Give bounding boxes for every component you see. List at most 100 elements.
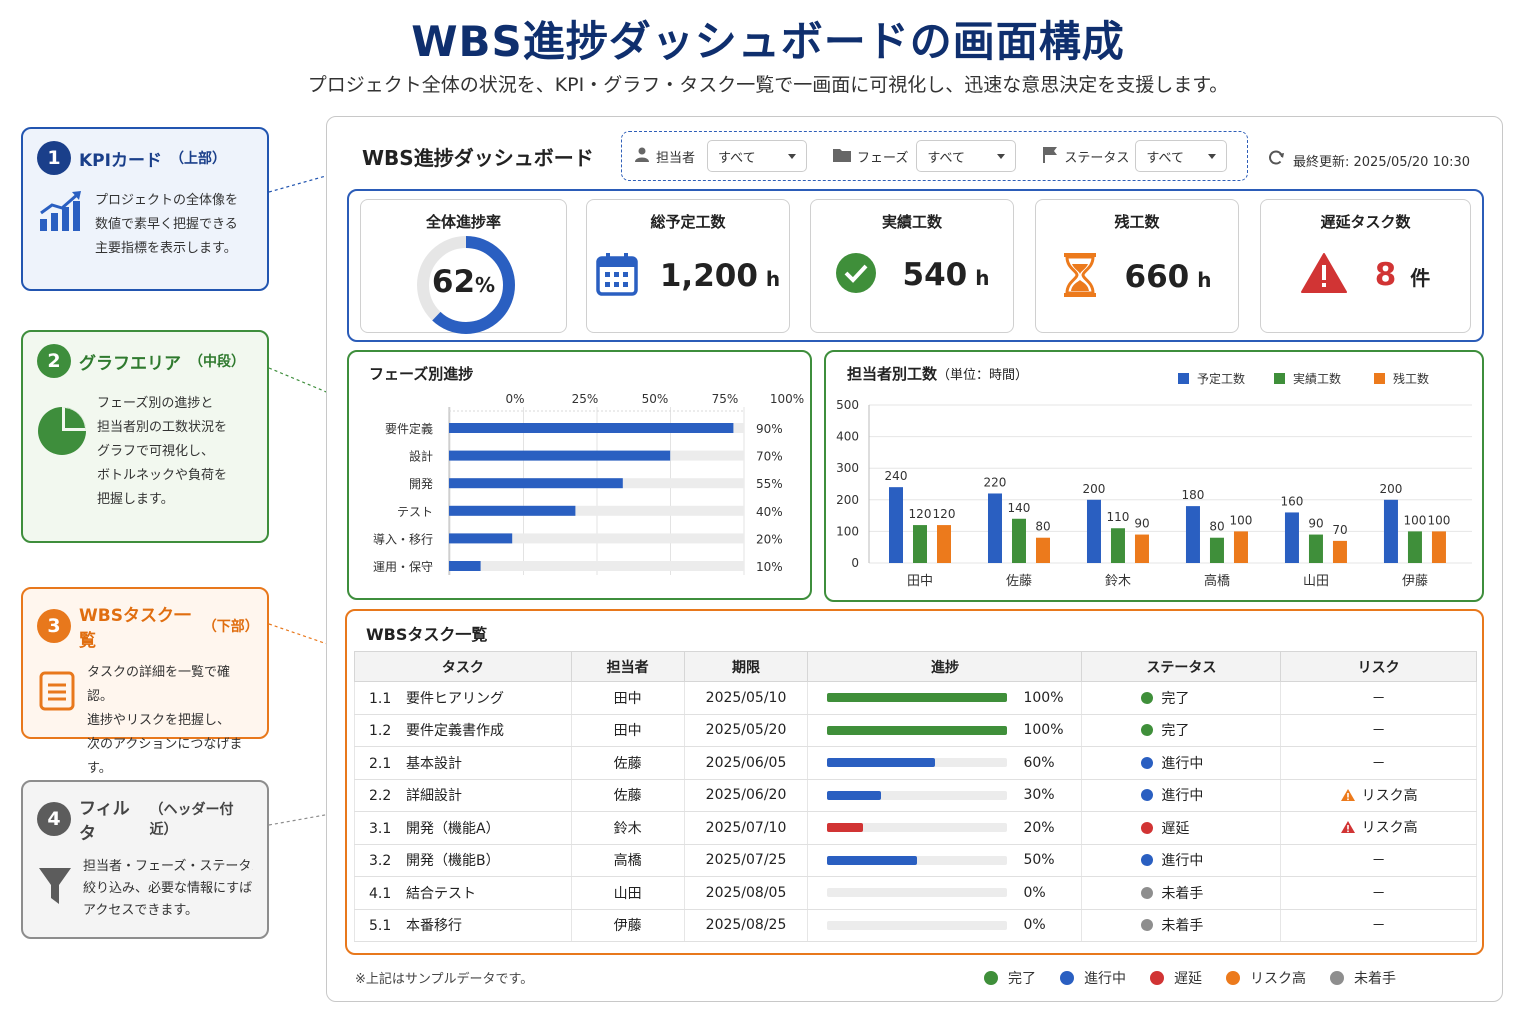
progress-bar <box>827 888 1008 898</box>
data-label: 240 <box>885 469 908 483</box>
progress-bar <box>827 693 1008 703</box>
bar <box>1110 528 1125 563</box>
legend-label: 遅延 <box>1174 971 1202 987</box>
page-subtitle: プロジェクト全体の状況を、KPI・グラフ・タスク一覧で一画面に可視化し、迅速な意… <box>307 74 1229 96</box>
legend-dot <box>1226 971 1240 985</box>
data-label: 90 <box>1134 517 1149 531</box>
bar <box>1134 534 1149 563</box>
phase-progress-title: フェーズ別進捗 <box>369 365 474 383</box>
y-tick-label: 100 <box>836 524 859 538</box>
owner-select[interactable]: すべて <box>707 140 808 172</box>
status-select[interactable]: すべて <box>1135 140 1228 172</box>
task-cell: 3.1 開発（機能A） <box>354 811 572 845</box>
task-list-panel <box>345 609 1484 955</box>
data-label: 100 <box>1404 513 1427 527</box>
filter-label: フェーズ <box>857 150 909 166</box>
status-dot <box>1141 724 1154 737</box>
category-label: 伊藤 <box>1402 574 1428 589</box>
owner-cell: 伊藤 <box>570 908 685 942</box>
task-number: 5.1 <box>369 918 392 935</box>
legend-label: 完了 <box>1008 971 1036 987</box>
legend-swatch <box>1178 373 1189 384</box>
category-label: テスト <box>397 505 433 519</box>
due-date-cell: 2025/05/20 <box>683 713 809 747</box>
legend-item: 未着手 <box>1330 968 1396 988</box>
bar-track <box>449 505 744 516</box>
callout-filter: 4 フィルタ （ヘッダー付近） 担当者・フェーズ・ステータスで 絞り込み、必要な情… <box>21 780 269 939</box>
due-date-cell: 2025/06/05 <box>683 746 809 780</box>
task-name: 本番移行 <box>406 918 462 935</box>
bar <box>449 478 623 489</box>
x-tick-label: 75% <box>712 392 739 406</box>
due-date-cell: 2025/08/25 <box>683 908 809 942</box>
status-cell: 未着手 <box>1081 876 1282 910</box>
risk-indicator: リスク高 <box>1340 785 1418 805</box>
owner-cell: 佐藤 <box>570 746 685 780</box>
due-date-cell: 2025/08/05 <box>683 876 809 910</box>
phase-select-value: すべて <box>927 150 965 166</box>
status-cell: 進行中 <box>1081 746 1282 780</box>
bar <box>1308 534 1323 563</box>
table-row[interactable]: 2.2 詳細設計 佐藤 2025/06/20 30% 進行中 リスク高 <box>354 778 1477 812</box>
column-header-due[interactable]: 期限 <box>683 651 809 682</box>
callout-kpi-cards: 1 KPIカード （上部） プロジェクトの全体像を 数値で素早く把握できる 主要指… <box>21 127 269 291</box>
refresh-icon[interactable] <box>1267 149 1285 171</box>
column-header-risk[interactable]: リスク <box>1280 651 1477 682</box>
table-row[interactable]: 1.1 要件ヒアリング 田中 2025/05/10 100% 完了 － <box>354 681 1477 715</box>
task-cell: 2.1 基本設計 <box>354 746 572 780</box>
progress-cell: 100% <box>807 681 1083 715</box>
callout-text-line: グラフで可視化し、 <box>97 444 215 459</box>
callout-title: フィルタ <box>79 799 130 844</box>
status-legend: 完了 進行中 遅延 リスク高 未着手 <box>984 968 1396 988</box>
column-header-status[interactable]: ステータス <box>1081 651 1282 682</box>
progress-text: 30% <box>1023 787 1055 804</box>
status-cell: 遅延 <box>1081 811 1282 845</box>
legend-item: 遅延 <box>1150 968 1202 988</box>
legend-label: 残工数 <box>1393 371 1429 386</box>
data-label: 160 <box>1281 494 1304 508</box>
data-label: 110 <box>1107 510 1130 524</box>
risk-cell: － <box>1280 843 1477 877</box>
data-label: 120 <box>933 507 956 521</box>
column-header-owner[interactable]: 担当者 <box>570 651 685 682</box>
kpi-card-remaining-hours: 残工数 660 h <box>1035 199 1239 333</box>
table-row[interactable]: 5.1 本番移行 伊藤 2025/08/25 0% 未着手 － <box>354 908 1477 942</box>
table-row[interactable]: 3.2 開発（機能B） 高橋 2025/07/25 50% 進行中 － <box>354 843 1477 877</box>
risk-text: － <box>1371 853 1386 870</box>
owner-hours-chart: 予定工数 実績工数 残工数 500 400 300 200 100 0 240 120 120 田中 22… <box>836 371 1472 589</box>
status-cell: 進行中 <box>1081 843 1282 877</box>
column-header-progress[interactable]: 進捗 <box>807 651 1083 682</box>
bar-track <box>449 533 744 544</box>
kpi-title: 残工数 <box>1114 213 1160 231</box>
table-row[interactable]: 3.1 開発（機能A） 鈴木 2025/07/10 20% 遅延 リスク高 <box>354 811 1477 845</box>
check-circle-icon <box>835 252 877 298</box>
task-name: 開発（機能B） <box>406 853 500 870</box>
status-dot <box>1141 789 1154 802</box>
category-label: 田中 <box>907 574 933 589</box>
data-label: 200 <box>1083 482 1106 496</box>
kpi-value: 62 <box>431 264 476 300</box>
progress-bar-fill <box>827 693 1008 703</box>
table-row[interactable]: 4.1 結合テスト 山田 2025/08/05 0% 未着手 － <box>354 876 1477 910</box>
data-label: 80 <box>1035 520 1050 534</box>
progress-cell: 0% <box>807 908 1083 942</box>
column-header-task[interactable]: タスク <box>354 651 572 682</box>
table-row[interactable]: 2.1 基本設計 佐藤 2025/06/05 60% 進行中 － <box>354 746 1477 780</box>
bar <box>449 561 481 571</box>
bar <box>1332 540 1347 563</box>
person-icon <box>634 146 650 166</box>
status-text: 進行中 <box>1161 755 1204 772</box>
data-label: 180 <box>1182 488 1205 502</box>
risk-text: － <box>1371 918 1386 935</box>
progress-cell: 100% <box>807 713 1083 747</box>
status-dot <box>1141 854 1154 867</box>
status-cell: 完了 <box>1081 681 1282 715</box>
phase-select[interactable]: すべて <box>916 140 1017 172</box>
calendar-icon <box>596 252 638 300</box>
owner-cell: 田中 <box>570 713 685 747</box>
table-row[interactable]: 1.2 要件定義書作成 田中 2025/05/20 100% 完了 － <box>354 713 1477 747</box>
task-list-title: WBSタスク一覧 <box>366 625 488 644</box>
task-cell: 4.1 結合テスト <box>354 876 572 910</box>
kpi-value: 660 <box>1124 259 1190 295</box>
task-name: 基本設計 <box>406 755 462 772</box>
